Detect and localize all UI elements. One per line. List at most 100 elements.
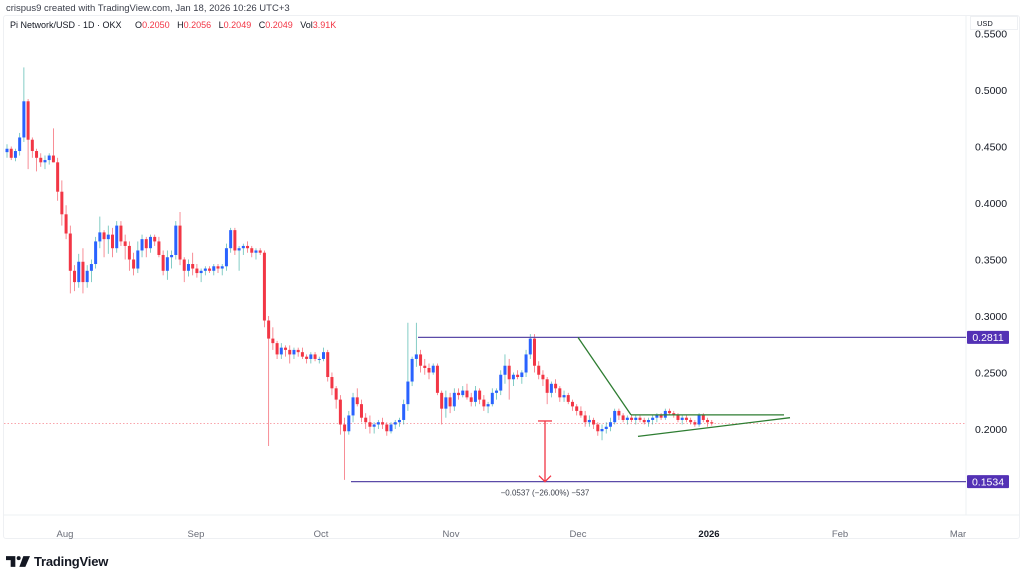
candle	[364, 417, 368, 423]
candle	[246, 245, 250, 249]
candle	[359, 404, 363, 418]
candle	[592, 419, 596, 425]
candle	[608, 422, 612, 427]
candle	[706, 419, 710, 423]
low-label: L	[218, 20, 224, 30]
candle	[279, 347, 283, 355]
price-tick-label: 0.4500	[975, 142, 1007, 154]
candle	[575, 406, 579, 411]
tradingview-logo[interactable]: TradingView	[6, 554, 108, 569]
candle	[376, 422, 380, 425]
price-tick-label: 0.3500	[975, 255, 1007, 267]
low-value: 0.2049	[223, 20, 252, 30]
close-label: C	[258, 20, 266, 30]
candle	[680, 417, 684, 420]
candle	[613, 410, 617, 423]
candle	[423, 365, 427, 368]
candle	[638, 417, 642, 420]
candle	[570, 401, 574, 407]
candle	[35, 151, 39, 158]
resistance-price-text: 0.2811	[972, 332, 1003, 344]
candle	[292, 349, 296, 355]
candle	[499, 374, 503, 391]
candle	[617, 410, 621, 416]
candle	[73, 270, 77, 283]
candle	[224, 248, 228, 267]
candle	[419, 354, 423, 366]
candle	[343, 424, 347, 432]
time-tick-label: Dec	[570, 529, 587, 540]
candle	[51, 155, 55, 163]
candle	[56, 162, 60, 192]
candle	[710, 422, 714, 424]
candle	[516, 374, 520, 378]
candle	[596, 424, 600, 432]
candle	[558, 388, 562, 398]
candle	[448, 397, 452, 407]
candle	[199, 270, 203, 274]
candle	[47, 155, 51, 161]
candle	[43, 160, 47, 163]
candle	[368, 422, 372, 427]
candle	[385, 424, 389, 432]
candle	[473, 390, 477, 402]
time-tick-label: Aug	[57, 529, 74, 540]
price-axis[interactable]: 0.5500 0.5000 0.4500 0.4000 0.3500 0.3000 0.25…	[975, 29, 1007, 437]
candle	[127, 245, 131, 260]
candle	[178, 225, 182, 260]
candle	[161, 254, 165, 271]
price-tick-label: 0.3000	[975, 311, 1007, 323]
candle	[625, 417, 629, 420]
triangle-pattern[interactable]	[577, 336, 791, 437]
currency-button[interactable]: USD	[970, 16, 1018, 30]
price-range-measure[interactable]: −0.0537 (−26.00%) −537	[501, 420, 590, 498]
time-axis[interactable]: Aug Sep Oct Nov Dec 2026 Feb Mar	[57, 529, 967, 540]
candle	[689, 419, 693, 423]
candle	[22, 101, 26, 138]
arrow-down-icon	[538, 475, 552, 483]
candle	[330, 377, 334, 389]
candle	[402, 404, 406, 420]
candle	[98, 232, 102, 242]
candle	[153, 236, 157, 242]
candle	[68, 233, 72, 271]
candle	[381, 422, 385, 425]
open-label: O	[135, 20, 143, 30]
candle	[693, 422, 697, 425]
candle	[115, 225, 119, 249]
candle	[676, 415, 680, 420]
time-tick-label: Mar	[950, 529, 966, 540]
candle	[203, 268, 207, 271]
candle	[317, 358, 321, 360]
candle	[389, 424, 393, 432]
measure-label: −0.0537 (−26.00%) −537	[501, 489, 590, 498]
candle	[322, 352, 325, 359]
time-tick-label: Sep	[188, 529, 205, 540]
candle	[309, 354, 313, 359]
time-tick-label: Nov	[443, 529, 460, 540]
candle	[579, 410, 583, 416]
candle	[191, 264, 195, 269]
candle	[604, 426, 608, 429]
candle	[170, 254, 174, 258]
symbol-title[interactable]: Pi Network/USD · 1D · OKX	[10, 20, 122, 30]
candle	[600, 429, 604, 432]
candle	[347, 415, 351, 432]
candle	[642, 419, 646, 423]
candle	[668, 410, 672, 414]
candle	[697, 415, 701, 425]
candle	[410, 358, 414, 382]
candles	[5, 67, 714, 480]
candle	[305, 356, 309, 359]
high-label: H	[177, 20, 184, 30]
candle	[288, 349, 292, 355]
candle	[267, 320, 271, 339]
open-value: 0.2050	[142, 20, 170, 30]
symbol-legend: Pi Network/USD · 1D · OKX O0.2050 H0.205…	[10, 20, 336, 30]
candle	[123, 241, 127, 246]
candle	[208, 268, 212, 271]
candle	[262, 252, 266, 321]
candle	[229, 230, 233, 249]
candle	[549, 383, 553, 393]
